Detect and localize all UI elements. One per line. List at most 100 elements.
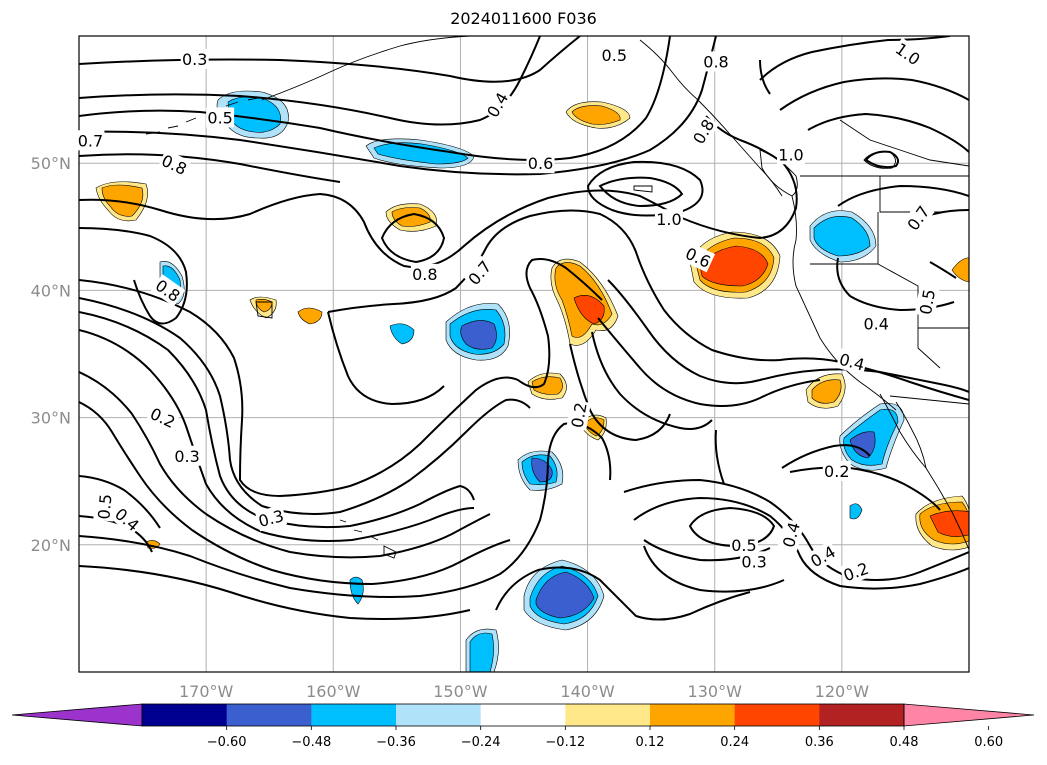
colorbar-segment-8	[819, 704, 905, 726]
contour-label-23: 0.2	[822, 461, 851, 482]
svg-text:0.5: 0.5	[602, 46, 627, 65]
anomaly-positive-central	[550, 258, 619, 346]
contour-label-5: 0.5	[600, 45, 629, 66]
alaska-coast	[261, 36, 471, 101]
colorbar-segment-4	[480, 704, 566, 726]
contour-label-10: 0.6	[526, 153, 555, 174]
lon-label-0: 170°W	[179, 682, 234, 701]
colorbar-tick-4: −0.12	[545, 735, 585, 750]
colorbar-segment-0	[142, 704, 228, 726]
colorbar-extend-low	[11, 703, 143, 727]
colorbar-tick-2: −0.36	[376, 735, 416, 750]
contour-label-8: 0.8	[687, 114, 719, 149]
colorbar-tick-6: 0.24	[720, 735, 749, 750]
svg-text:1.0: 1.0	[656, 210, 681, 229]
small-island	[255, 301, 273, 319]
lon-label-3: 140°W	[560, 682, 615, 701]
anomaly-negative-california	[809, 210, 877, 263]
colorbar-segment-5	[565, 704, 651, 726]
contour-labels: 0.30.50.70.80.40.5 0.8 1.00.81.00.61.00.60…	[76, 37, 940, 586]
us-west-coast	[791, 195, 897, 411]
contour-label-11: 1.0	[654, 209, 683, 230]
lon-label-1: 160°W	[306, 682, 361, 701]
anomaly-positive-gulf-north	[565, 101, 631, 129]
svg-text:0.3: 0.3	[182, 50, 207, 69]
contour-label-21: 0.3	[173, 445, 202, 466]
colorbar-tick-7: 0.36	[805, 735, 834, 750]
contour-label-1: 0.5	[206, 107, 235, 128]
svg-text:0.8: 0.8	[703, 52, 728, 71]
contour-label-22: 0.2	[566, 399, 591, 431]
anomaly-positive-east-edge	[951, 257, 969, 283]
anomaly-negative-south	[523, 559, 605, 631]
colorbar-frame	[141, 703, 905, 727]
svg-text:0.5: 0.5	[916, 288, 939, 316]
lon-label-4: 130°W	[688, 682, 743, 701]
svg-text:0.6: 0.6	[528, 154, 553, 173]
contour-label-27: 0.5	[729, 534, 758, 555]
colorbar-segment-2	[311, 704, 397, 726]
svg-text:0.5: 0.5	[207, 108, 232, 127]
svg-text:0.2: 0.2	[568, 401, 591, 429]
svg-text:0.2: 0.2	[824, 462, 849, 481]
lon-label-2: 150°W	[433, 682, 488, 701]
anomaly-positive-small-b	[297, 307, 323, 325]
colorbar-segment-6	[650, 704, 736, 726]
svg-text:0.4: 0.4	[863, 314, 888, 333]
colorbar-extend-high	[903, 703, 1035, 727]
latitude-labels: 50°N 40°N 30°N 20°N	[31, 154, 71, 555]
anomaly-negative-gulf	[365, 138, 475, 169]
anomaly-positive-midnorth	[385, 203, 437, 232]
colorbar-segment-3	[396, 704, 482, 726]
svg-text:0.5: 0.5	[94, 493, 115, 520]
lat-label-0: 50°N	[31, 154, 71, 173]
anomaly-positive-socal	[805, 373, 846, 409]
contour-label-6: 0.8	[701, 51, 730, 72]
svg-text:0.5: 0.5	[731, 536, 756, 555]
contour-label-17: 0.5	[914, 286, 940, 318]
hawaii-islands	[339, 519, 397, 559]
anomaly-negative-small	[389, 323, 415, 345]
colorbar-segment-7	[734, 704, 820, 726]
svg-text:0.3: 0.3	[174, 447, 199, 466]
colorbar-tick-1: −0.48	[291, 735, 331, 750]
colorbar-tick-5: 0.12	[636, 735, 665, 750]
anomaly-negative-tiny	[849, 503, 863, 520]
anomaly-negative-baja	[839, 403, 905, 471]
svg-text:0.7: 0.7	[78, 131, 103, 150]
colorbar-tick-labels: −0.60 −0.48 −0.36 −0.24 −0.12 0.12 0.24 0.36 0.4…	[207, 726, 1003, 750]
southeast-alaska	[639, 39, 783, 197]
contour-label-2: 0.7	[76, 130, 105, 151]
anomaly-negative-central	[445, 303, 510, 361]
colorbar-tick-0: −0.60	[207, 735, 247, 750]
colorbar-tick-3: −0.24	[461, 735, 501, 750]
anomaly-positive-south-center	[527, 372, 567, 400]
contour-label-14: 0.8	[410, 263, 439, 284]
colorbar-tick-9: 0.60	[974, 735, 1003, 750]
colorbar	[11, 703, 1035, 727]
svg-text:0.3: 0.3	[741, 552, 766, 571]
plot-frame	[78, 35, 970, 673]
longitude-labels: 170°W 160°W 150°W 140°W 130°W 120°W	[179, 682, 869, 701]
contour-label-18: 0.4	[862, 313, 891, 334]
lat-label-3: 20°N	[31, 536, 71, 555]
lat-label-1: 40°N	[31, 281, 71, 300]
us-mexico-border	[889, 395, 969, 405]
colorbar-segment-1	[226, 704, 312, 726]
contour-label-9: 1.0	[777, 144, 805, 165]
lon-label-5: 120°W	[815, 682, 870, 701]
contour-label-0: 0.3	[180, 48, 209, 69]
colorbar-tick-8: 0.48	[890, 735, 919, 750]
island-group-a	[633, 185, 653, 193]
contour-label-28: 0.3	[740, 551, 769, 572]
svg-text:0.8: 0.8	[412, 265, 437, 284]
canada-province-border	[839, 119, 969, 167]
state-border-az	[917, 328, 941, 369]
map-title: 2024011600 F036	[450, 9, 597, 28]
lat-label-2: 30°N	[31, 409, 71, 428]
anomaly-positive-california-offshore	[689, 231, 781, 299]
anomaly-negative-bottom	[465, 628, 499, 672]
contour-label-24: 0.5	[93, 491, 116, 522]
mexico-coast	[925, 467, 969, 551]
